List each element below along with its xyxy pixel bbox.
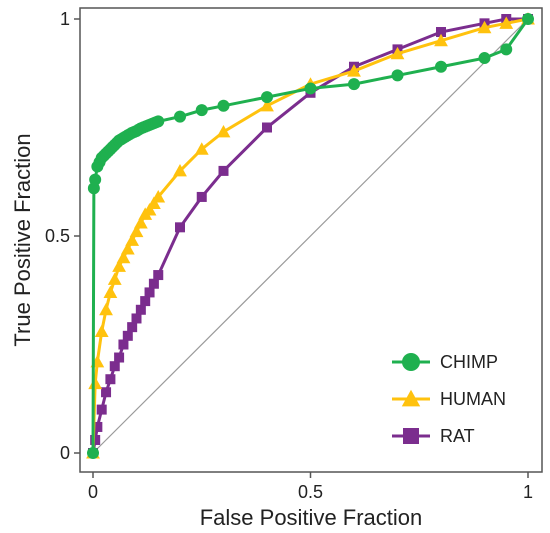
data-point-human bbox=[347, 64, 361, 77]
data-point-human bbox=[260, 98, 274, 112]
data-point-human bbox=[125, 233, 140, 246]
data-point-rat bbox=[144, 287, 155, 298]
x-tick-label: 0 bbox=[88, 482, 98, 502]
data-point-chimp bbox=[478, 52, 491, 65]
data-point-chimp bbox=[522, 13, 534, 25]
data-point-chimp bbox=[261, 91, 273, 104]
data-point-chimp bbox=[152, 115, 165, 128]
legend: CHIMP HUMAN RAT bbox=[392, 352, 506, 446]
data-point-rat bbox=[196, 191, 207, 202]
legend-marker-chimp bbox=[402, 353, 420, 371]
data-point-human bbox=[194, 142, 209, 155]
ticks-layer: 0 0.5 1 0 0.5 1 bbox=[45, 9, 533, 502]
data-point-human bbox=[99, 302, 113, 316]
data-point-human bbox=[477, 20, 492, 34]
y-tick-label: 0 bbox=[60, 443, 70, 463]
reference-layer bbox=[92, 18, 529, 454]
data-point-rat bbox=[90, 434, 101, 445]
data-point-chimp bbox=[87, 447, 99, 459]
data-point-rat bbox=[105, 374, 116, 385]
data-point-rat bbox=[96, 404, 107, 415]
legend-label-rat: RAT bbox=[440, 426, 475, 446]
data-point-chimp bbox=[348, 78, 360, 91]
legend-label-chimp: CHIMP bbox=[440, 352, 498, 372]
reference-diagonal bbox=[92, 18, 529, 454]
data-point-rat bbox=[101, 387, 112, 398]
data-point-rat bbox=[118, 339, 129, 350]
legend-item-rat: RAT bbox=[392, 426, 475, 446]
data-point-human bbox=[499, 16, 514, 29]
data-point-rat bbox=[114, 352, 125, 363]
y-tick-label: 0.5 bbox=[45, 226, 70, 246]
data-point-human bbox=[390, 46, 405, 60]
y-axis-title: True Positive Fraction bbox=[10, 133, 35, 346]
data-point-rat bbox=[122, 330, 133, 341]
x-tick-label: 0.5 bbox=[298, 482, 323, 502]
data-point-human bbox=[107, 272, 122, 285]
data-point-human bbox=[216, 124, 231, 138]
data-point-rat bbox=[131, 313, 142, 324]
data-point-human bbox=[434, 33, 448, 47]
data-point-rat bbox=[92, 421, 103, 432]
data-point-rat bbox=[127, 322, 138, 333]
data-point-rat bbox=[218, 165, 229, 176]
data-point-chimp bbox=[195, 104, 208, 117]
series-layer bbox=[86, 12, 535, 459]
data-point-human bbox=[151, 190, 166, 203]
data-point-human bbox=[94, 324, 109, 337]
data-point-human bbox=[120, 242, 135, 255]
data-point-chimp bbox=[500, 43, 513, 56]
legend-marker-human bbox=[401, 389, 421, 407]
x-axis-title: False Positive Fraction bbox=[200, 505, 423, 530]
series-chimp bbox=[87, 13, 534, 459]
data-point-chimp bbox=[89, 173, 102, 186]
legend-label-human: HUMAN bbox=[440, 389, 506, 409]
data-point-human bbox=[173, 164, 187, 177]
data-point-rat bbox=[153, 270, 164, 281]
data-point-rat bbox=[262, 122, 272, 133]
legend-item-chimp: CHIMP bbox=[392, 352, 498, 372]
legend-item-human: HUMAN bbox=[392, 389, 506, 409]
data-point-human bbox=[112, 259, 126, 272]
data-point-human bbox=[103, 285, 118, 298]
data-point-rat bbox=[109, 361, 120, 372]
data-point-human bbox=[133, 216, 148, 229]
data-point-human bbox=[129, 224, 144, 238]
data-point-rat bbox=[148, 278, 159, 289]
data-point-chimp bbox=[217, 99, 230, 112]
data-point-chimp bbox=[391, 69, 404, 82]
x-tick-label: 1 bbox=[523, 482, 533, 502]
data-point-human bbox=[116, 250, 131, 264]
data-point-rat bbox=[140, 296, 151, 307]
data-point-chimp bbox=[435, 60, 447, 73]
data-point-rat bbox=[436, 27, 446, 38]
data-point-human bbox=[147, 196, 161, 209]
legend-marker-rat bbox=[403, 428, 419, 444]
data-point-rat bbox=[175, 222, 185, 233]
data-point-chimp bbox=[174, 110, 186, 123]
data-point-human bbox=[142, 203, 157, 216]
data-point-chimp bbox=[304, 82, 317, 95]
y-tick-label: 1 bbox=[60, 9, 70, 29]
data-point-rat bbox=[135, 304, 146, 315]
